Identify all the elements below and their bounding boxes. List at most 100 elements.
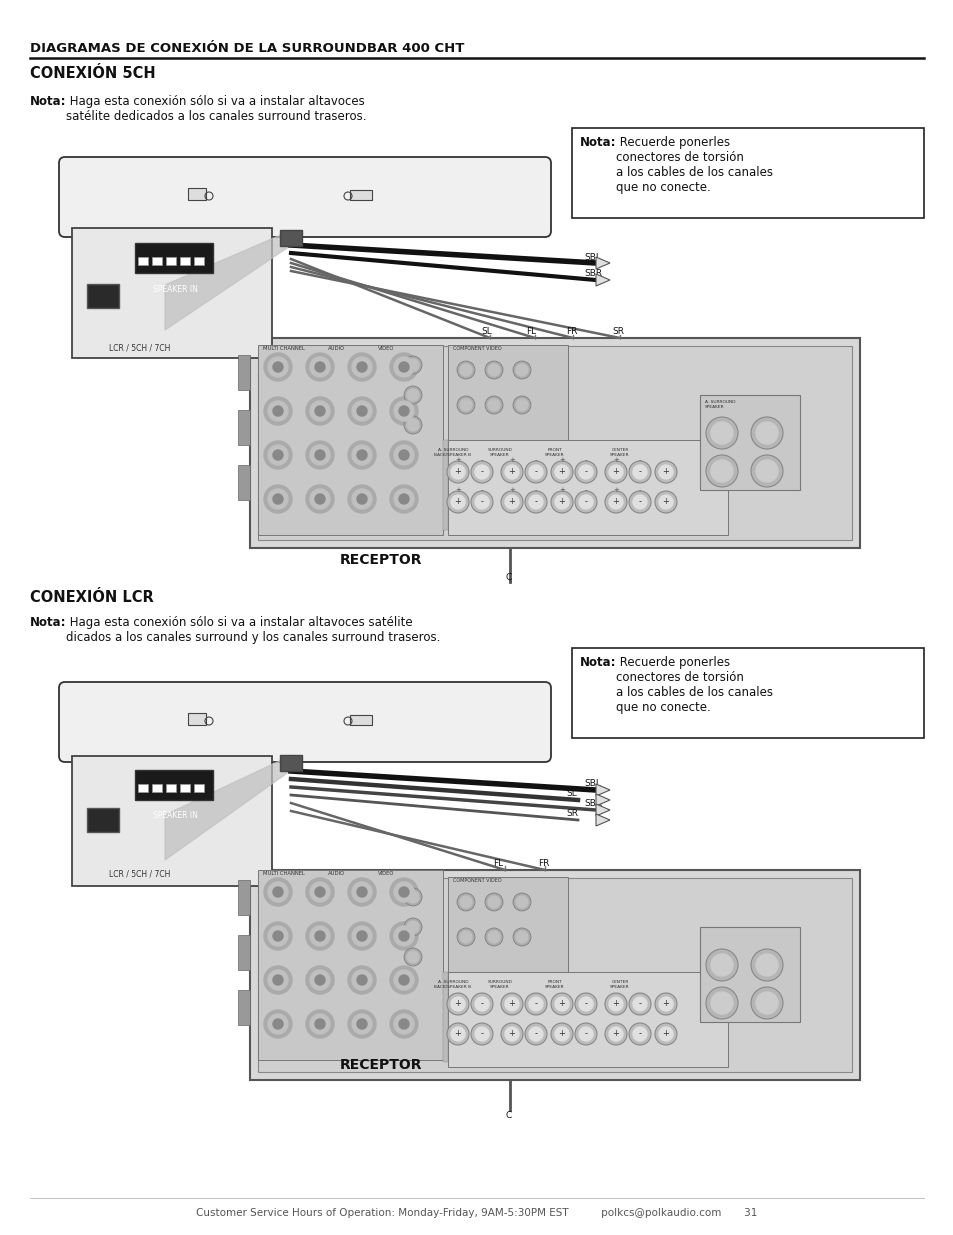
- Circle shape: [451, 495, 464, 509]
- Circle shape: [516, 897, 527, 908]
- Circle shape: [394, 882, 414, 902]
- Bar: [193, 784, 204, 792]
- Circle shape: [504, 466, 518, 479]
- Circle shape: [348, 966, 375, 994]
- Polygon shape: [596, 814, 609, 826]
- Text: Haga esta conexión sólo si va a instalar altavoces satélite
dicados a los canale: Haga esta conexión sólo si va a instalar…: [66, 616, 440, 643]
- Circle shape: [268, 882, 288, 902]
- Text: A. SURROUND
BACK/SPEAKER B: A. SURROUND BACK/SPEAKER B: [434, 981, 471, 988]
- Text: -: -: [480, 498, 483, 506]
- Circle shape: [529, 1028, 542, 1041]
- Circle shape: [268, 1014, 288, 1034]
- Circle shape: [604, 492, 626, 513]
- Text: SURROUND
SPEAKER: SURROUND SPEAKER: [487, 981, 512, 988]
- Text: COMPONENT VIDEO: COMPONENT VIDEO: [453, 346, 501, 351]
- Circle shape: [394, 489, 414, 509]
- Circle shape: [484, 361, 502, 379]
- Text: +: +: [613, 487, 618, 493]
- Bar: [135, 243, 213, 273]
- Circle shape: [407, 359, 418, 370]
- FancyBboxPatch shape: [700, 927, 800, 1023]
- Circle shape: [659, 997, 672, 1011]
- Circle shape: [390, 966, 417, 994]
- Circle shape: [264, 396, 292, 425]
- Text: +: +: [662, 468, 669, 477]
- Circle shape: [484, 396, 502, 414]
- Circle shape: [488, 897, 499, 908]
- Circle shape: [659, 495, 672, 509]
- Circle shape: [529, 997, 542, 1011]
- Text: +: +: [508, 468, 515, 477]
- Text: SBR: SBR: [583, 799, 601, 809]
- Circle shape: [356, 931, 367, 941]
- Circle shape: [398, 362, 409, 372]
- Circle shape: [352, 445, 372, 466]
- Text: FRONT
SPEAKER: FRONT SPEAKER: [544, 448, 564, 457]
- Text: Nota:: Nota:: [579, 656, 616, 669]
- Circle shape: [403, 416, 421, 433]
- Text: CENTER
SPEAKER: CENTER SPEAKER: [610, 448, 629, 457]
- Circle shape: [551, 461, 573, 483]
- Circle shape: [655, 492, 677, 513]
- Text: CONEXIÓN 5CH: CONEXIÓN 5CH: [30, 67, 155, 82]
- Circle shape: [659, 1028, 672, 1041]
- FancyBboxPatch shape: [700, 395, 800, 490]
- Circle shape: [398, 450, 409, 459]
- Text: +: +: [508, 1030, 515, 1039]
- Bar: [138, 784, 148, 792]
- Circle shape: [306, 966, 334, 994]
- FancyBboxPatch shape: [59, 157, 551, 237]
- Circle shape: [604, 993, 626, 1015]
- Circle shape: [398, 494, 409, 504]
- Circle shape: [268, 401, 288, 421]
- Circle shape: [314, 494, 325, 504]
- FancyBboxPatch shape: [448, 345, 567, 445]
- Text: A. SURROUND
BACK/SPEAKER B: A. SURROUND BACK/SPEAKER B: [434, 448, 471, 457]
- Circle shape: [348, 878, 375, 906]
- Text: FR: FR: [565, 326, 577, 336]
- Circle shape: [456, 893, 475, 911]
- Circle shape: [407, 419, 418, 431]
- Circle shape: [394, 357, 414, 377]
- Circle shape: [529, 495, 542, 509]
- Text: SURROUND
SPEAKER: SURROUND SPEAKER: [487, 448, 512, 457]
- Circle shape: [352, 357, 372, 377]
- Circle shape: [705, 948, 738, 981]
- Circle shape: [348, 353, 375, 382]
- Circle shape: [273, 450, 283, 459]
- Text: +: +: [454, 468, 461, 477]
- Text: C: C: [505, 573, 512, 583]
- Bar: [237, 466, 250, 500]
- Circle shape: [655, 993, 677, 1015]
- Circle shape: [314, 931, 325, 941]
- Circle shape: [268, 926, 288, 946]
- Text: +: +: [612, 1030, 618, 1039]
- Text: -: -: [584, 1030, 587, 1039]
- Text: -: -: [534, 468, 537, 477]
- Circle shape: [471, 1023, 493, 1045]
- Circle shape: [348, 441, 375, 469]
- Text: RECEPTOR: RECEPTOR: [339, 553, 422, 567]
- Text: -: -: [638, 498, 640, 506]
- Circle shape: [516, 364, 527, 375]
- Circle shape: [306, 485, 334, 513]
- Text: +: +: [558, 457, 564, 463]
- Text: -: -: [480, 1030, 483, 1039]
- Bar: [188, 713, 206, 725]
- Text: -: -: [584, 498, 587, 506]
- Text: VIDEO: VIDEO: [377, 871, 394, 876]
- Circle shape: [273, 1019, 283, 1029]
- Text: +: +: [455, 457, 460, 463]
- Text: SPEAKER IN: SPEAKER IN: [152, 285, 197, 294]
- Bar: [448, 972, 727, 1067]
- Circle shape: [314, 450, 325, 459]
- Text: Nota:: Nota:: [30, 95, 67, 107]
- Circle shape: [447, 1023, 469, 1045]
- Circle shape: [306, 353, 334, 382]
- Circle shape: [390, 1010, 417, 1037]
- Circle shape: [608, 466, 622, 479]
- Circle shape: [575, 993, 597, 1015]
- Circle shape: [314, 406, 325, 416]
- Text: -: -: [480, 457, 483, 463]
- Circle shape: [356, 362, 367, 372]
